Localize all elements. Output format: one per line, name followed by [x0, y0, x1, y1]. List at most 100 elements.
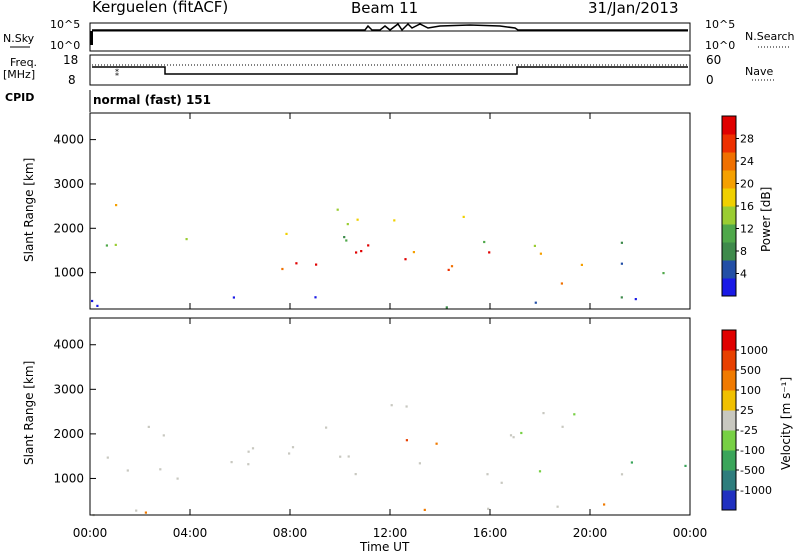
power-cell	[620, 262, 623, 265]
power-cell	[634, 298, 637, 301]
nsearch-tick-high: 10^5	[705, 18, 735, 31]
power-colorbar: 4 8 12 16 20 24 28	[721, 115, 754, 297]
velocity-cell	[147, 425, 150, 428]
velocity-colorbar-tick-label: -500	[740, 464, 765, 477]
velocity-cell	[106, 456, 109, 459]
nsearch-label: N.Search	[745, 30, 795, 43]
power-cell	[232, 296, 235, 299]
power-cbar-label: Power [dB]	[759, 187, 773, 252]
velocity-cell	[405, 439, 408, 442]
station-title: Kerguelen (fitACF)	[92, 0, 228, 16]
nsearch-tick-low: 10^0	[705, 39, 735, 52]
velocity-cell	[556, 505, 559, 508]
power-cell	[534, 301, 537, 304]
power-colorbar-swatch	[722, 134, 736, 153]
power-colorbar-swatch	[722, 206, 736, 225]
cpid-value: normal (fast) 151	[93, 93, 211, 107]
velocity-cell	[487, 507, 490, 510]
velocity-cell	[347, 455, 350, 458]
power-cell	[393, 219, 396, 222]
velocity-colorbar-swatch	[722, 430, 736, 451]
velocity-cell	[176, 477, 179, 480]
time-tick-label: 04:00	[173, 526, 208, 540]
velocity-cell	[247, 450, 250, 453]
power-colorbar-tick-label: 16	[740, 200, 754, 213]
freq-panel: Freq. [MHz] 18 8 60 0 Nave ⁑	[3, 53, 775, 87]
power-cell	[185, 238, 188, 241]
power-colorbar-tick-label: 20	[740, 178, 754, 191]
time-tick-label: 12:00	[373, 526, 408, 540]
power-cell	[620, 296, 623, 299]
velocity-colorbar-swatch	[722, 470, 736, 491]
power-colorbar-tick-label: 8	[740, 245, 747, 258]
nsky-label: N.Sky	[3, 32, 35, 45]
velocity-cell	[390, 404, 393, 407]
velocity-cell	[291, 446, 295, 449]
power-cell	[115, 204, 118, 207]
time-tick-label: 08:00	[273, 526, 308, 540]
nsky-frame	[89, 22, 691, 52]
power-cell	[560, 282, 563, 285]
velocity-panel: 1000 2000 3000 4000 Slant Range [km] 1000 50…	[22, 317, 793, 517]
nsky-trace	[92, 22, 688, 32]
power-cell	[114, 243, 117, 246]
power-y-tick-label: 4000	[53, 133, 84, 147]
velocity-cell	[630, 461, 633, 464]
freq-tick-high: 18	[63, 53, 78, 67]
freq-frame	[89, 54, 691, 86]
velocity-cell	[247, 463, 250, 466]
power-colorbar-tick-label: 4	[740, 268, 747, 281]
velocity-cell	[603, 503, 606, 506]
power-cell	[404, 258, 407, 261]
velocity-cell	[512, 436, 515, 439]
power-y-axis: 1000 2000 3000 4000	[53, 133, 96, 280]
power-cell	[285, 232, 288, 235]
velocity-ylabel: Slant Range [km]	[22, 361, 36, 465]
power-cell	[315, 263, 318, 266]
velocity-colorbar-swatch	[722, 410, 736, 431]
velocity-cell	[542, 412, 545, 415]
power-cell	[462, 215, 465, 218]
power-cell	[367, 244, 370, 247]
freq-label-1: Freq.	[10, 56, 37, 69]
power-cell	[96, 304, 99, 307]
velocity-cell	[135, 509, 138, 512]
velocity-cell	[500, 481, 503, 484]
power-colorbar-tick-label: 28	[740, 133, 754, 146]
nave-label: Nave	[745, 65, 773, 78]
velocity-colorbar: 1000 500 100 25 -25 -100 -500 -1000	[721, 329, 772, 511]
power-colorbar-tick-label: 12	[740, 223, 754, 236]
velocity-cell	[418, 462, 421, 465]
velocity-colorbar-swatch	[722, 350, 736, 371]
power-y-tick-label: 3000	[53, 177, 84, 191]
velocity-cell	[620, 473, 624, 476]
velocity-cell	[561, 425, 564, 428]
power-cell	[355, 251, 358, 254]
beam-title: Beam 11	[351, 0, 418, 17]
velocity-cell	[509, 434, 513, 437]
nave-tick-high: 60	[706, 53, 721, 67]
power-cell	[295, 262, 298, 265]
power-colorbar-swatch	[722, 170, 736, 189]
velocity-colorbar-tick-label: 25	[740, 404, 754, 417]
power-y-tick-label: 2000	[53, 221, 84, 235]
velocity-cell	[486, 473, 489, 476]
velocity-colorbar-tick-label: -100	[740, 444, 765, 457]
nsky-tick-low: 10^0	[50, 39, 80, 52]
freq-trace	[92, 66, 688, 75]
power-cell	[314, 296, 317, 299]
power-cell	[662, 272, 665, 275]
velocity-cbar-label: Velocity [m s⁻¹]	[779, 377, 793, 470]
power-cell	[450, 265, 454, 268]
time-tick-label: 00:00	[673, 526, 708, 540]
velocity-colorbar-swatch	[722, 390, 736, 411]
power-cell	[281, 267, 284, 271]
date-title: 31/Jan/2013	[588, 0, 679, 17]
velocity-cell	[573, 413, 576, 416]
power-y-tick-label: 1000	[53, 266, 84, 280]
velocity-cell	[684, 464, 687, 467]
freq-tick-low: 8	[68, 73, 76, 87]
power-cell	[345, 239, 348, 242]
velocity-y-axis: 1000 2000 3000 4000	[53, 338, 96, 485]
